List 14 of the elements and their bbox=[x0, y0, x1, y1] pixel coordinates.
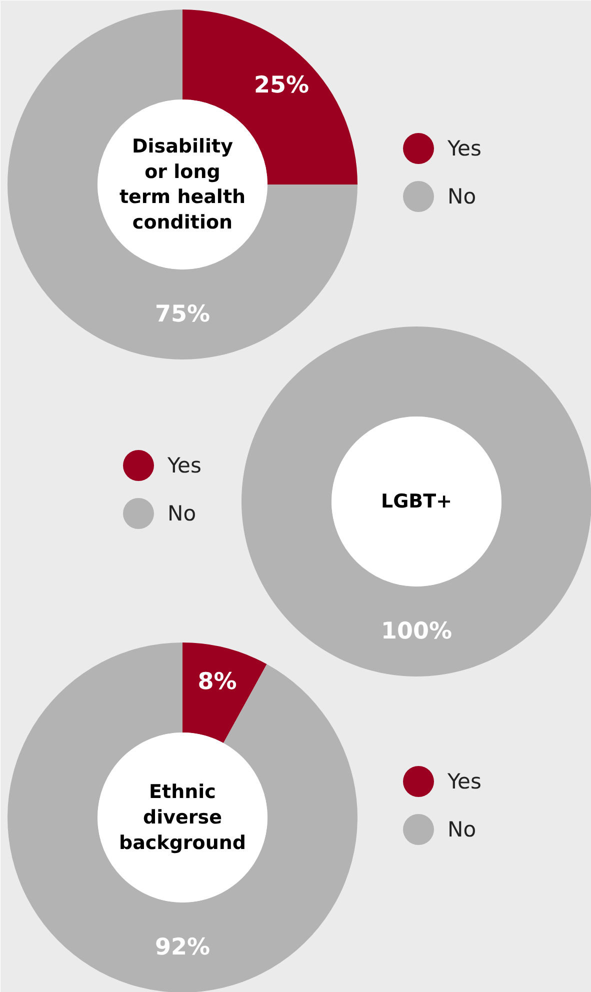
data-label: 8% bbox=[198, 668, 237, 695]
data-label: 92% bbox=[154, 934, 210, 960]
legend-label: Yes bbox=[446, 770, 482, 794]
legend-label: No bbox=[448, 184, 476, 208]
legend-label: No bbox=[168, 502, 196, 526]
data-label: 75% bbox=[154, 302, 210, 328]
data-label: 100% bbox=[380, 618, 452, 644]
data-label: 25% bbox=[254, 72, 310, 99]
text: LGBT+ bbox=[380, 490, 452, 512]
text: Ethnic diverse background bbox=[119, 781, 246, 854]
text: Disability or long term health condition bbox=[119, 136, 246, 234]
legend-label: Yes bbox=[166, 454, 202, 478]
legend-label: No bbox=[448, 818, 476, 842]
legend-label: Yes bbox=[446, 136, 482, 160]
